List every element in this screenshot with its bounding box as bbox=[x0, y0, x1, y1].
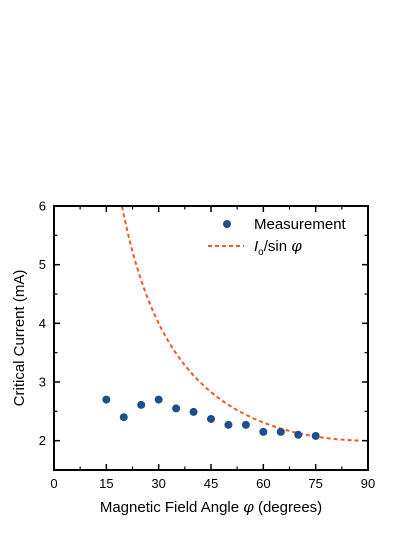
x-tick-label: 30 bbox=[151, 476, 165, 491]
x-tick-label: 60 bbox=[256, 476, 270, 491]
measurement-point bbox=[207, 414, 215, 423]
measurement-point bbox=[154, 395, 163, 404]
legend: Measurement Io/sin φ bbox=[208, 216, 347, 258]
x-tick-label: 90 bbox=[361, 476, 375, 491]
x-axis-label: Magnetic Field Angle φ (degrees) bbox=[100, 498, 322, 516]
measurement-point bbox=[294, 430, 303, 439]
y-tick-label: 3 bbox=[39, 375, 46, 390]
measurement-point bbox=[259, 427, 268, 436]
y-tick-label: 6 bbox=[39, 199, 46, 214]
measurement-point bbox=[172, 404, 181, 413]
measurement-point bbox=[189, 407, 198, 416]
y-tick-label: 4 bbox=[39, 316, 46, 331]
measurement-point bbox=[137, 400, 146, 409]
legend-fit-label: Io/sin φ bbox=[254, 237, 302, 258]
legend-measurement-label: Measurement bbox=[254, 216, 347, 233]
measurement-point bbox=[102, 395, 111, 404]
y-tick-labels: 2 3 4 5 6 bbox=[39, 199, 46, 449]
y-axis-label: Critical Current (mA) bbox=[11, 270, 28, 407]
x-tick-label: 0 bbox=[50, 476, 57, 491]
fit-curve-line bbox=[121, 206, 362, 442]
measurement-point bbox=[241, 420, 250, 429]
x-tick-label: 15 bbox=[99, 476, 113, 491]
x-tick-label: 75 bbox=[308, 476, 322, 491]
measurement-point bbox=[224, 420, 233, 429]
plot-frame bbox=[53, 205, 369, 471]
legend-measurement-marker bbox=[223, 220, 231, 228]
measurement-point bbox=[311, 431, 320, 440]
measurement-point bbox=[276, 427, 285, 436]
y-tick-label: 2 bbox=[39, 433, 46, 448]
y-tick-label: 5 bbox=[39, 257, 46, 272]
measurement-point bbox=[119, 413, 128, 422]
x-tick-label: 45 bbox=[204, 476, 218, 491]
x-tick-labels: 0 15 30 45 60 75 90 bbox=[50, 476, 375, 491]
measurement-points bbox=[102, 395, 320, 440]
